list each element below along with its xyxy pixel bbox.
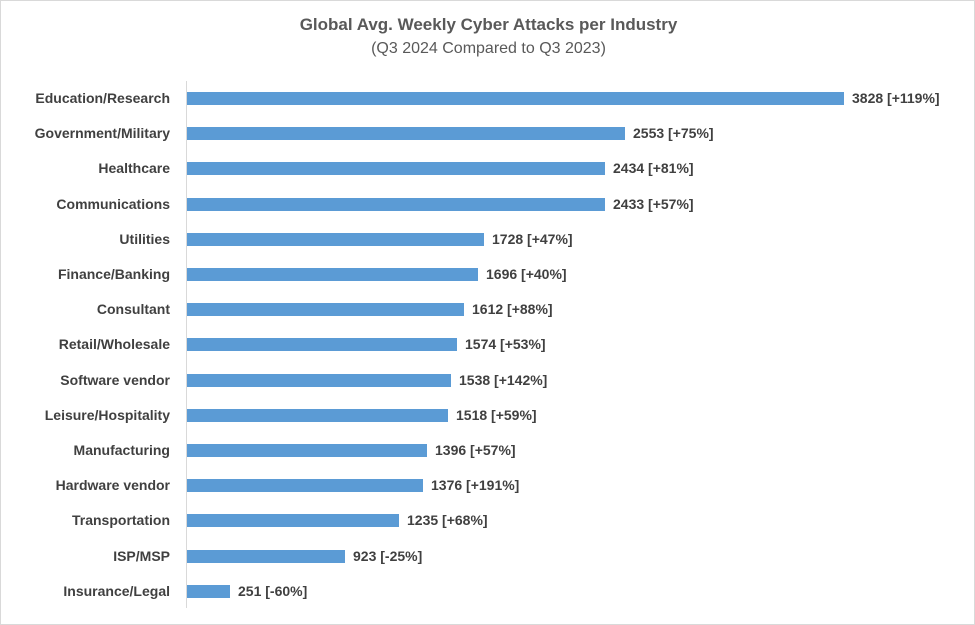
bar-row: Hardware vendor 1376 [+191%] [1,468,975,503]
bar-row: Communications 2433 [+57%] [1,187,975,222]
bar [187,373,451,387]
category-label: Retail/Wholesale [58,336,170,353]
category-label: Consultant [96,301,170,318]
bar [187,549,345,563]
data-label: 251 [-60%] [238,582,308,599]
data-label: 1518 [+59%] [456,406,537,423]
category-label: Finance/Banking [57,266,170,282]
bar [187,479,423,493]
data-label: 1376 [+191%] [431,477,520,494]
bar [187,408,448,422]
bar-row: Education/Research 3828 [+119%] [1,81,975,116]
bar-row: Government/Military 2553 [+75%] [1,116,975,151]
data-label: 1235 [+68%] [407,512,488,529]
data-label: 1538 [+142%] [459,371,548,388]
bar [187,444,427,457]
bar-row: Leisure/Hospitality 1518 [+59%] [1,398,975,433]
category-label: Healthcare [98,160,170,177]
data-label: 923 [-25%] [353,547,423,564]
chart-subtitle: (Q3 2024 Compared to Q3 2023) [371,40,606,57]
bar-row: Utilities 1728 [+47%] [1,222,975,257]
data-label: 2553 [+75%] [633,125,714,142]
data-label: 1396 [+57%] [435,442,516,458]
bar-row: Retail/Wholesale 1574 [+53%] [1,327,975,362]
bar [187,92,844,105]
bar [187,127,625,141]
category-label: Manufacturing [73,442,170,458]
category-label: Utilities [119,230,170,247]
bar-row: Consultant 1612 [+88%] [1,292,975,327]
category-label: ISP/MSP [113,547,170,564]
bar [187,232,484,246]
bar-row: Software vendor 1538 [+142%] [1,363,975,398]
category-label: Insurance/Legal [63,582,170,599]
data-label: 1574 [+53%] [465,336,546,353]
category-label: Government/Military [34,125,170,142]
category-label: Transportation [71,512,170,529]
category-label: Hardware vendor [55,477,170,494]
data-label: 3828 [+119%] [852,90,940,106]
bar-row: ISP/MSP 923 [-25%] [1,539,975,574]
bar-row: Insurance/Legal 251 [-60%] [1,574,975,609]
category-label: Software vendor [60,371,170,388]
data-label: 1612 [+88%] [472,301,553,318]
bar [187,514,399,528]
bar-row: Transportation 1235 [+68%] [1,503,975,538]
bar-row: Manufacturing 1396 [+57%] [1,433,975,468]
data-label: 1728 [+47%] [492,230,573,247]
bar-row: Healthcare 2434 [+81%] [1,151,975,186]
data-label: 1696 [+40%] [486,266,567,282]
bar [187,584,230,598]
category-label: Education/Research [35,90,170,106]
category-label: Leisure/Hospitality [44,406,170,423]
category-label: Communications [56,195,170,212]
data-label: 2433 [+57%] [613,195,694,212]
chart-title: Global Avg. Weekly Cyber Attacks per Ind… [299,15,678,34]
bar [187,197,605,211]
bar [187,303,464,317]
category-axis-line [186,81,187,608]
bar [187,338,457,352]
bar [187,162,605,176]
bar [187,268,478,281]
data-label: 2434 [+81%] [613,160,694,177]
bar-row: Finance/Banking 1696 [+40%] [1,257,975,292]
